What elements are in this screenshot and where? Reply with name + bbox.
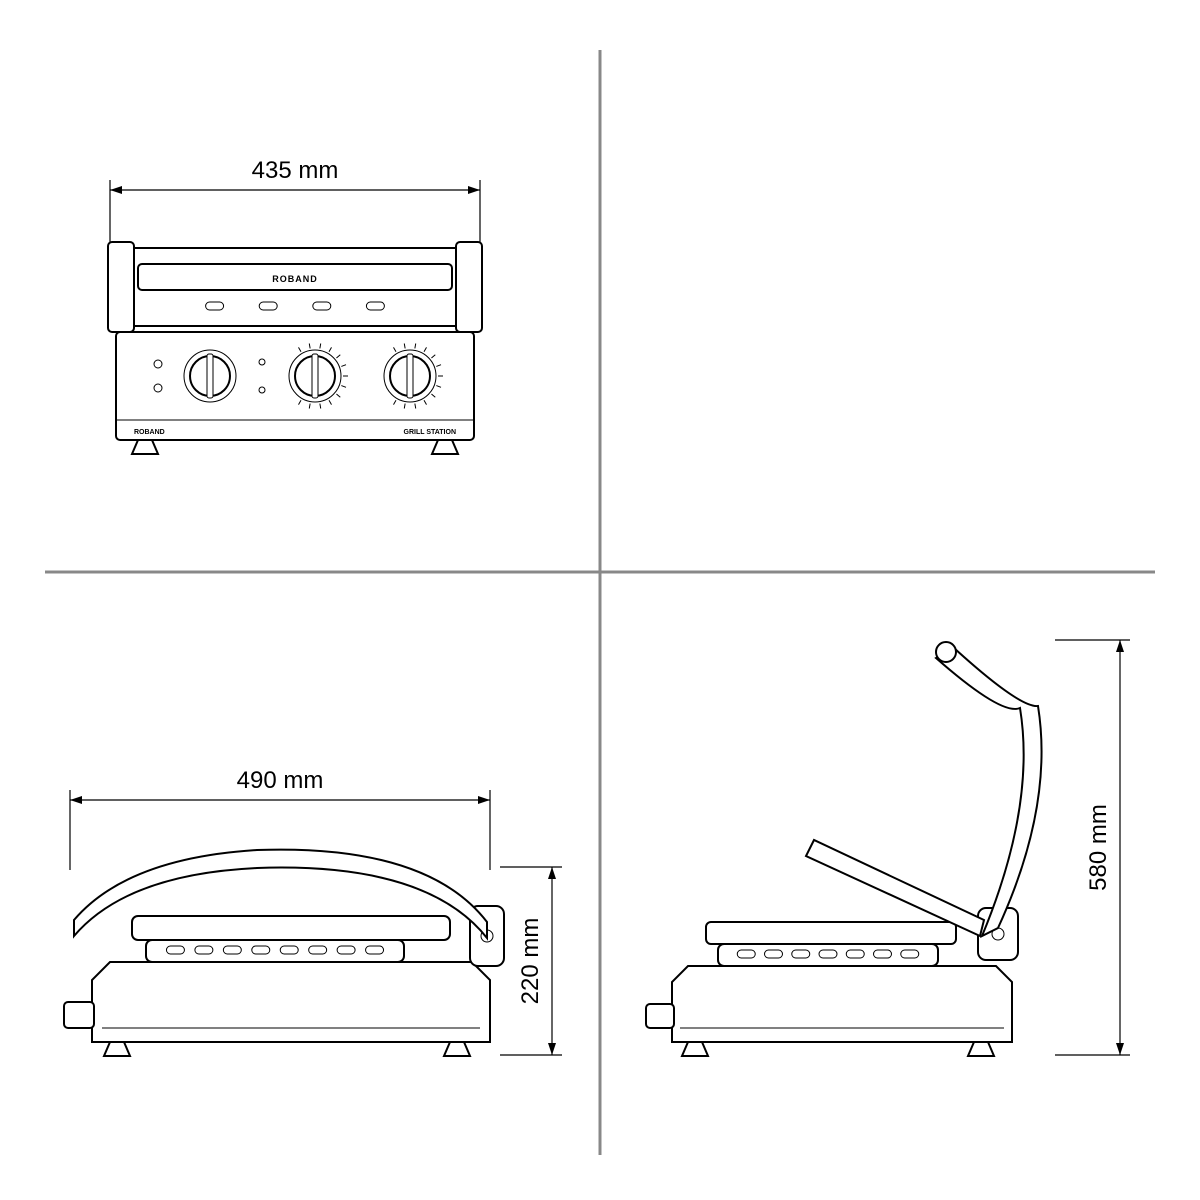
dim-side-width-label: 490 mm [237, 767, 324, 794]
brand-name-panel: ROBAND [134, 429, 165, 436]
dim-open-height: 580 mm [1055, 640, 1130, 1055]
dim-front-width-label: 435 mm [252, 157, 339, 184]
dim-side-height: 220 mm [500, 867, 562, 1055]
front-view: ROBAND ROBAND GRILL STATION [108, 242, 482, 454]
side-view-open [646, 642, 1042, 1056]
dim-side-height-label: 220 mm [517, 918, 544, 1005]
side-view-closed [64, 850, 504, 1056]
dim-front-width: 435 mm [110, 157, 480, 248]
brand-name-lid: ROBAND [272, 274, 318, 284]
dim-open-height-label: 580 mm [1085, 804, 1112, 891]
model-name: GRILL STATION [404, 429, 457, 436]
